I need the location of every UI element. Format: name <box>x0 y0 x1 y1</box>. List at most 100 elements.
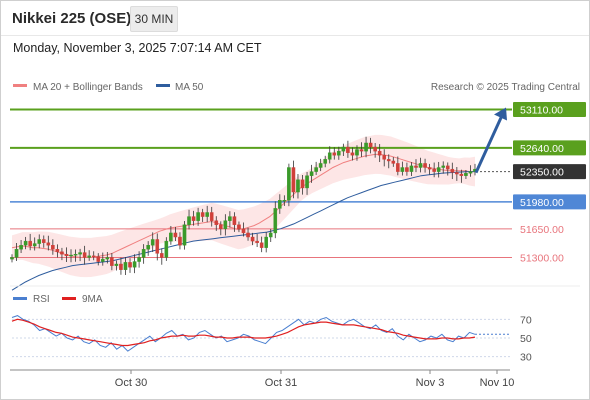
bollinger-band-area <box>12 134 475 278</box>
candle-body <box>28 240 32 247</box>
candle-body <box>323 159 328 164</box>
candle-body <box>350 152 355 156</box>
candle-body <box>187 216 191 225</box>
candle-body <box>191 216 196 221</box>
candle-body <box>405 167 409 172</box>
candle-body <box>96 256 101 262</box>
candle-body <box>246 232 250 238</box>
price-level-labels: 53110.00 52640.00 52350.00 51980.00 51650.00… <box>513 101 586 264</box>
projection-head <box>494 107 507 121</box>
candle-body <box>259 242 264 248</box>
candle-body <box>264 236 268 248</box>
candle-body <box>318 163 323 168</box>
timeframe-button[interactable]: 30 MIN <box>130 6 178 32</box>
candle-body <box>14 249 19 258</box>
candle-body <box>382 155 387 160</box>
candle-body <box>150 239 155 246</box>
candle-body <box>273 208 278 234</box>
candle-body <box>60 251 64 255</box>
rsi-legend-label: RSI <box>33 294 50 305</box>
x-tick-label: Oct 30 <box>115 377 147 389</box>
candle-body <box>155 239 160 254</box>
rsi-tick-70: 70 <box>520 314 532 326</box>
candle-body <box>296 179 300 193</box>
candle-body <box>119 263 123 270</box>
candle-body <box>282 200 287 202</box>
candle-body <box>346 146 350 153</box>
candle-body <box>32 243 37 247</box>
candle-body <box>132 261 137 268</box>
candle-body <box>468 171 473 174</box>
rsi-line <box>11 315 476 352</box>
candle-body <box>241 228 246 234</box>
x-tick-label: Oct 31 <box>265 377 297 389</box>
candlesticks <box>10 136 477 276</box>
candle-body <box>423 163 427 168</box>
candle-body <box>141 249 146 258</box>
ma50-legend-label: MA 50 <box>175 82 204 93</box>
candle-body <box>46 242 51 246</box>
candle-body <box>205 212 209 217</box>
candle-body <box>69 254 73 257</box>
candle-body <box>355 149 359 156</box>
x-axis: Oct 30 Oct 31 Nov 3 Nov 10 <box>115 370 515 389</box>
candle-body <box>441 165 446 168</box>
rsi-ma9-line <box>11 318 476 347</box>
candle-body <box>427 167 432 170</box>
projection-shaft <box>474 114 504 174</box>
candle-body <box>400 167 405 172</box>
candle-body <box>255 240 259 243</box>
candle-body <box>178 236 182 246</box>
candle-body <box>123 262 128 270</box>
rsi-tick-30: 30 <box>520 352 532 364</box>
x-tick-label: Nov 10 <box>480 377 515 389</box>
credit-text: Research © 2025 Trading Central <box>431 82 580 93</box>
rsi-ma-legend-label: 9MA <box>82 294 103 305</box>
candle-body <box>409 165 414 172</box>
timestamp: Monday, November 3, 2025 7:07:14 AM CET <box>13 41 262 55</box>
candle-body <box>459 173 464 176</box>
candle-body <box>19 244 23 250</box>
level-label-51650.00: 51650.00 <box>520 224 564 236</box>
candle-body <box>391 160 396 164</box>
candle-body <box>287 167 291 201</box>
candle-body <box>82 252 87 258</box>
candle-body <box>110 257 114 266</box>
candle-body <box>200 212 205 217</box>
candle-body <box>250 236 255 242</box>
candle-body <box>237 224 241 230</box>
candle-body <box>364 142 368 152</box>
rsi-ma-legend-swatch <box>62 297 76 300</box>
level-label-bg-51980.00 <box>513 194 586 210</box>
ma20-legend-swatch <box>13 84 27 87</box>
candle-body <box>164 240 169 258</box>
candle-body <box>309 171 314 176</box>
candle-body <box>450 168 455 173</box>
projection-arrow <box>474 107 507 174</box>
x-tick-label: Nov 3 <box>416 377 445 389</box>
candle-body <box>78 252 82 255</box>
level-label-51980.00: 51980.00 <box>520 197 564 209</box>
candle-body <box>159 253 164 258</box>
candle-body <box>173 232 178 238</box>
candle-body <box>368 142 373 148</box>
chart-header: Nikkei 225 (OSE) 30 MIN <box>0 0 590 36</box>
candle-body <box>337 150 341 156</box>
candle-body <box>464 173 468 176</box>
candle-body <box>432 168 436 172</box>
level-label-52350.00: 52350.00 <box>520 167 564 179</box>
candle-body <box>436 167 441 172</box>
candle-body <box>196 212 200 221</box>
candle-body <box>373 146 377 152</box>
level-label-bg-52640.00 <box>513 140 586 156</box>
candle-body <box>73 253 78 256</box>
candle-body <box>291 167 296 193</box>
candle-body <box>114 263 119 266</box>
candle-body <box>268 232 273 238</box>
ma50-legend-swatch <box>156 84 170 87</box>
candle-body <box>64 253 69 257</box>
candle-body <box>209 212 214 221</box>
level-label-bg-53110.00 <box>513 101 586 117</box>
candle-body <box>128 262 132 268</box>
